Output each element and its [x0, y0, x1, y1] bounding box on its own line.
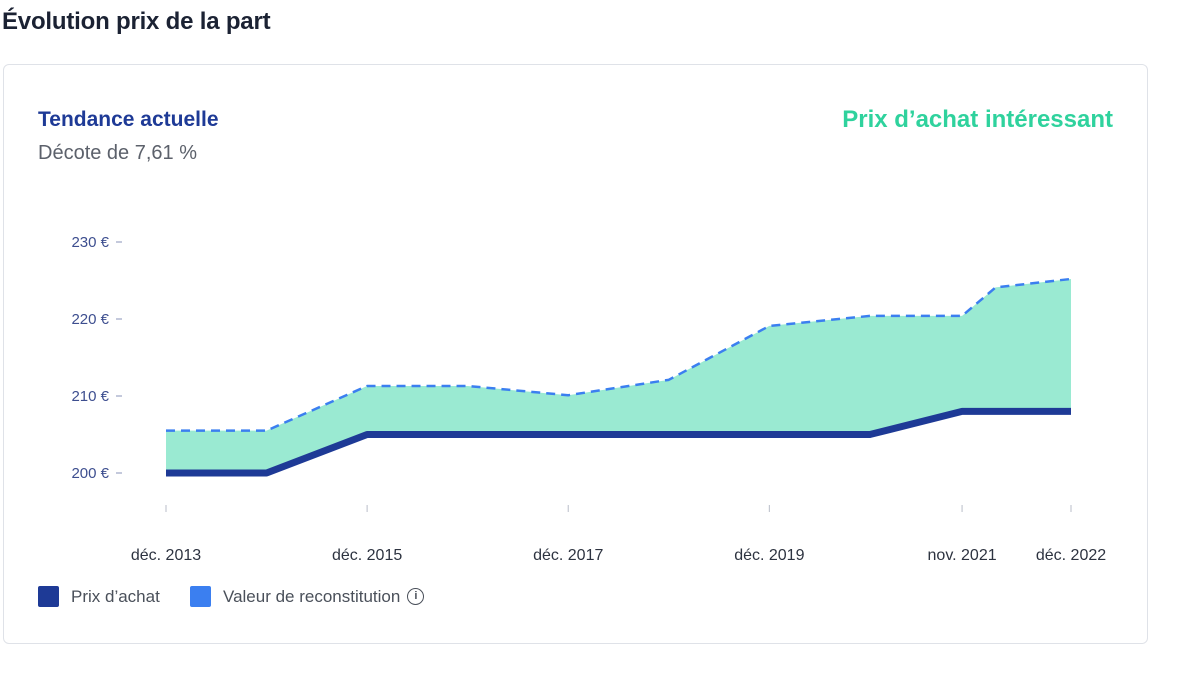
legend-swatch-purchase-price	[38, 586, 59, 607]
legend-swatch-reconstitution-value	[190, 586, 211, 607]
y-tick-label: 220 €	[71, 311, 109, 328]
price-chart: 200 € 210 € 220 € 230 € déc. 2013 déc. 2015 dé…	[71, 234, 1106, 564]
x-tick-label: déc. 2019	[734, 547, 804, 564]
chart-card: Tendance actuelle Décote de 7,61 % Prix …	[3, 64, 1148, 644]
discount-text: Décote de 7,61 %	[38, 142, 197, 164]
series-line-reconstitution-value	[166, 277, 1072, 432]
area-fill-band	[166, 278, 1071, 473]
legend-item-purchase-price[interactable]: Prix d’achat	[38, 586, 160, 607]
series-line-purchase-price	[166, 407, 1071, 477]
x-tick-label: déc. 2015	[332, 547, 402, 564]
status-text: Prix d’achat intéressant	[842, 106, 1113, 133]
y-tick-label: 230 €	[71, 234, 109, 251]
legend-item-reconstitution-value[interactable]: Valeur de reconstitution i	[190, 586, 425, 607]
y-tick-label: 200 €	[71, 465, 109, 482]
y-tick-label: 210 €	[71, 388, 109, 405]
page-title: Évolution prix de la part	[2, 8, 271, 35]
x-tick-label: nov. 2021	[928, 547, 997, 564]
trend-label: Tendance actuelle	[38, 108, 219, 131]
legend-label-purchase-price: Prix d’achat	[71, 586, 160, 606]
x-tick-label: déc. 2022	[1036, 547, 1106, 564]
x-tick-label: déc. 2017	[533, 547, 603, 564]
x-tick-label: déc. 2013	[131, 547, 201, 564]
legend-label-reconstitution-value: Valeur de reconstitution	[223, 586, 401, 606]
info-icon[interactable]: i	[407, 588, 425, 605]
